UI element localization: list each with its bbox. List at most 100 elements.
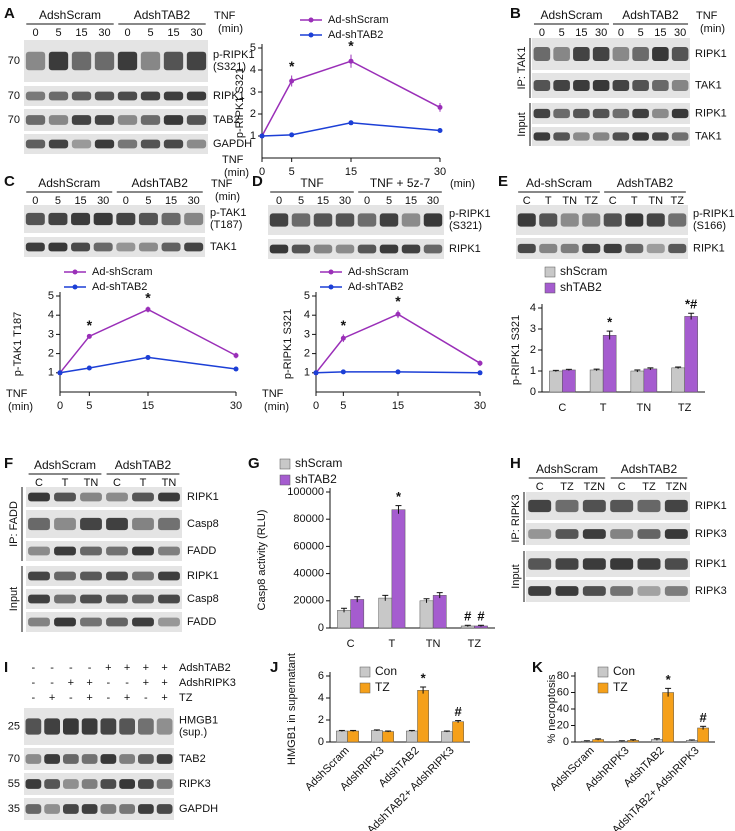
row-label: RIPK1 xyxy=(449,243,481,255)
lane-label: 30 xyxy=(339,195,351,207)
blot-band xyxy=(63,779,79,789)
blot-band xyxy=(63,804,79,814)
treatment-sign: - xyxy=(32,677,36,689)
legend-label: shTAB2 xyxy=(295,472,337,486)
blot-band xyxy=(80,594,102,604)
blot-band xyxy=(119,754,135,764)
blot-band xyxy=(517,213,536,227)
blot-band xyxy=(138,804,154,814)
series-line xyxy=(315,371,481,374)
y-tick-label: 2 xyxy=(318,714,324,726)
y-axis-label: p-RIPK1 S321 xyxy=(282,309,294,379)
y-tick-label: 60000 xyxy=(293,540,324,552)
blot-band xyxy=(100,718,117,735)
blot-row xyxy=(526,580,690,602)
blot-band xyxy=(668,213,687,227)
blot-band xyxy=(664,529,688,539)
blot-band xyxy=(156,779,173,789)
blot-band xyxy=(163,51,184,71)
blot-band xyxy=(54,594,76,604)
blot-band xyxy=(161,212,181,226)
blot-band xyxy=(313,213,333,227)
blot-band xyxy=(555,558,579,570)
blot-band xyxy=(106,617,128,627)
panel-letter: I xyxy=(4,659,8,676)
y-tick-label: 4 xyxy=(318,692,324,704)
blot-row xyxy=(24,773,174,795)
blot-band xyxy=(44,718,60,735)
treatment-sign: - xyxy=(69,662,73,674)
blot-band xyxy=(592,46,610,62)
group-label: AdshTAB2 xyxy=(622,8,679,22)
x-tick-label: TZ xyxy=(678,402,692,414)
blot-band xyxy=(117,115,138,125)
blot-band xyxy=(119,718,135,735)
blot-band xyxy=(632,46,649,62)
panel-letter: D xyxy=(252,173,263,190)
bar xyxy=(452,721,464,743)
blot-band xyxy=(528,558,552,570)
lane-label: C xyxy=(609,195,617,207)
treatment-sign: + xyxy=(161,677,167,689)
data-point xyxy=(340,369,346,375)
blot-band xyxy=(269,213,289,227)
row-label: TAK1 xyxy=(695,79,722,91)
blot-band xyxy=(48,139,69,149)
blot-band xyxy=(592,132,610,141)
series-line xyxy=(315,313,481,374)
blot-band xyxy=(25,242,45,252)
condition-label: (min) xyxy=(450,178,475,190)
y-axis-label: p-TAK1 T187 xyxy=(12,312,24,376)
blot-band xyxy=(573,108,590,119)
blot-band xyxy=(71,242,91,252)
treatment-sign: + xyxy=(68,677,74,689)
legend-label: Ad-shScram xyxy=(348,266,409,278)
blot-band xyxy=(132,617,154,627)
mw-marker: 35 xyxy=(8,803,20,815)
treatment-sign: - xyxy=(88,662,92,674)
row-label: RIPK1 xyxy=(187,570,219,582)
data-point xyxy=(259,133,265,139)
blot-band xyxy=(186,51,207,71)
row-label: p-RIPK1 xyxy=(213,49,255,61)
y-tick-label: 60 xyxy=(557,686,569,698)
legend-label: shScram xyxy=(295,456,342,470)
panel-letter: G xyxy=(248,455,260,472)
legend-swatch xyxy=(359,666,371,678)
data-point xyxy=(395,369,401,375)
blot-band xyxy=(533,108,551,119)
panel-letter: A xyxy=(4,5,15,22)
lane-label: C xyxy=(113,477,121,489)
blot-band xyxy=(25,718,42,735)
significance-mark: * xyxy=(421,670,427,685)
legend-swatch xyxy=(279,474,291,486)
y-axis-label: Casp8 activity (RLU) xyxy=(256,510,268,611)
lane-label: 0 xyxy=(124,27,130,39)
group-label: AdshScram xyxy=(34,458,96,472)
lane-label: 5 xyxy=(559,27,565,39)
panel-letter: F xyxy=(4,455,13,472)
blot-band xyxy=(100,754,117,764)
blot-band xyxy=(528,586,552,596)
mw-marker: 25 xyxy=(8,720,20,732)
y-axis-label: p-RIPK1 S321 xyxy=(510,315,522,385)
series-line xyxy=(59,356,237,374)
blot-band xyxy=(119,804,135,814)
blot-row xyxy=(26,566,182,586)
row-label: RIPK1 xyxy=(213,90,245,102)
lane-label: 0 xyxy=(618,27,624,39)
blot-row xyxy=(24,86,208,106)
row-label: RIPK1 xyxy=(695,500,727,512)
blot-band xyxy=(28,571,50,581)
row-label: p-RIPK1 xyxy=(693,208,735,220)
blot-band xyxy=(71,115,92,125)
group-label: AdshTAB2 xyxy=(621,462,678,476)
y-tick-label: 0 xyxy=(318,736,324,748)
blot-row xyxy=(24,798,174,820)
blot-band xyxy=(603,243,622,254)
data-point xyxy=(289,132,295,138)
treatment-sign: - xyxy=(144,692,148,704)
x-tick-label: 15 xyxy=(142,400,154,412)
bar xyxy=(630,370,645,393)
data-point xyxy=(86,333,92,339)
